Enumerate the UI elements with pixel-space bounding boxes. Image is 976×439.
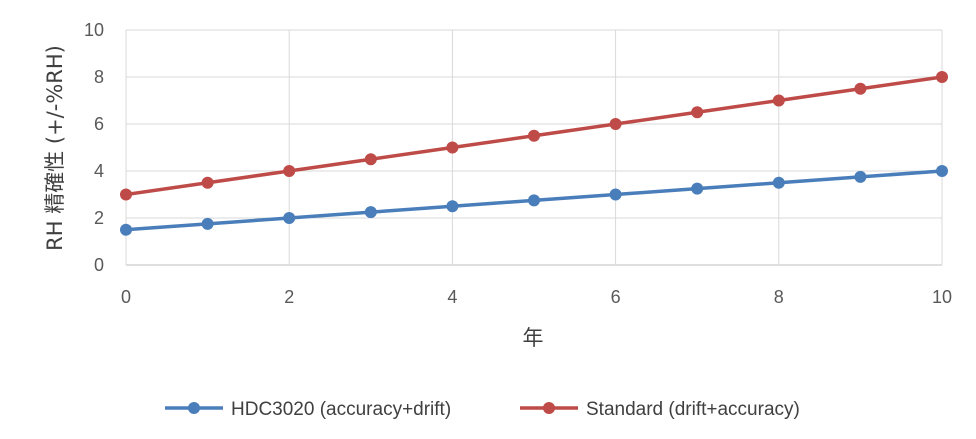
legend-label: Standard (drift+accuracy): [586, 399, 800, 420]
data-point: [528, 194, 540, 207]
data-point: [528, 129, 540, 142]
y-tick-labels: 0 2 4 6 8 10: [84, 20, 104, 275]
data-point: [772, 94, 785, 107]
grid-lines: [125, 29, 943, 266]
legend-item: Standard (drift+accuracy): [520, 399, 800, 420]
data-point: [364, 153, 377, 166]
data-point: [854, 82, 867, 95]
y-axis-title: RH 精確性 (+/-%RH): [43, 45, 67, 251]
data-point: [936, 165, 948, 177]
data-point: [691, 106, 704, 119]
x-tick-label: 0: [121, 287, 131, 307]
data-point: [772, 176, 785, 189]
x-tick-label: 2: [284, 287, 294, 307]
data-point: [936, 71, 948, 83]
x-axis-title: 年: [523, 326, 544, 350]
x-tick-label: 8: [774, 287, 784, 307]
y-tick-label: 6: [94, 114, 104, 134]
y-tick-label: 8: [94, 67, 104, 87]
x-tick-label: 6: [611, 287, 621, 307]
data-point: [446, 200, 459, 213]
data-point: [120, 223, 132, 236]
y-tick-label: 0: [94, 255, 104, 275]
x-tick-label: 4: [447, 287, 457, 307]
data-point: [691, 182, 704, 195]
x-tick-label: 10: [932, 287, 952, 307]
data-point: [283, 165, 296, 177]
series-1: [120, 165, 948, 236]
data-point: [120, 188, 132, 201]
series-layer: [120, 71, 948, 236]
data-point: [854, 170, 867, 183]
data-point: [609, 188, 622, 201]
x-tick-labels: 0 2 4 6 8 10: [121, 287, 952, 307]
legend: HDC3020 (accuracy+drift) Standard (drift+…: [165, 399, 800, 420]
data-point: [283, 212, 296, 224]
data-point: [201, 217, 214, 230]
legend-swatch-marker: [188, 402, 200, 414]
data-point: [609, 118, 622, 130]
series-2: [120, 71, 948, 201]
legend-label: HDC3020 (accuracy+drift): [231, 399, 451, 420]
data-point: [364, 206, 377, 219]
legend-swatch-marker: [543, 402, 555, 414]
data-point: [201, 176, 214, 189]
y-tick-label: 2: [94, 208, 104, 228]
data-point: [446, 141, 459, 154]
legend-item: HDC3020 (accuracy+drift): [165, 399, 451, 420]
y-tick-label: 10: [84, 20, 104, 40]
y-tick-label: 4: [94, 161, 104, 181]
